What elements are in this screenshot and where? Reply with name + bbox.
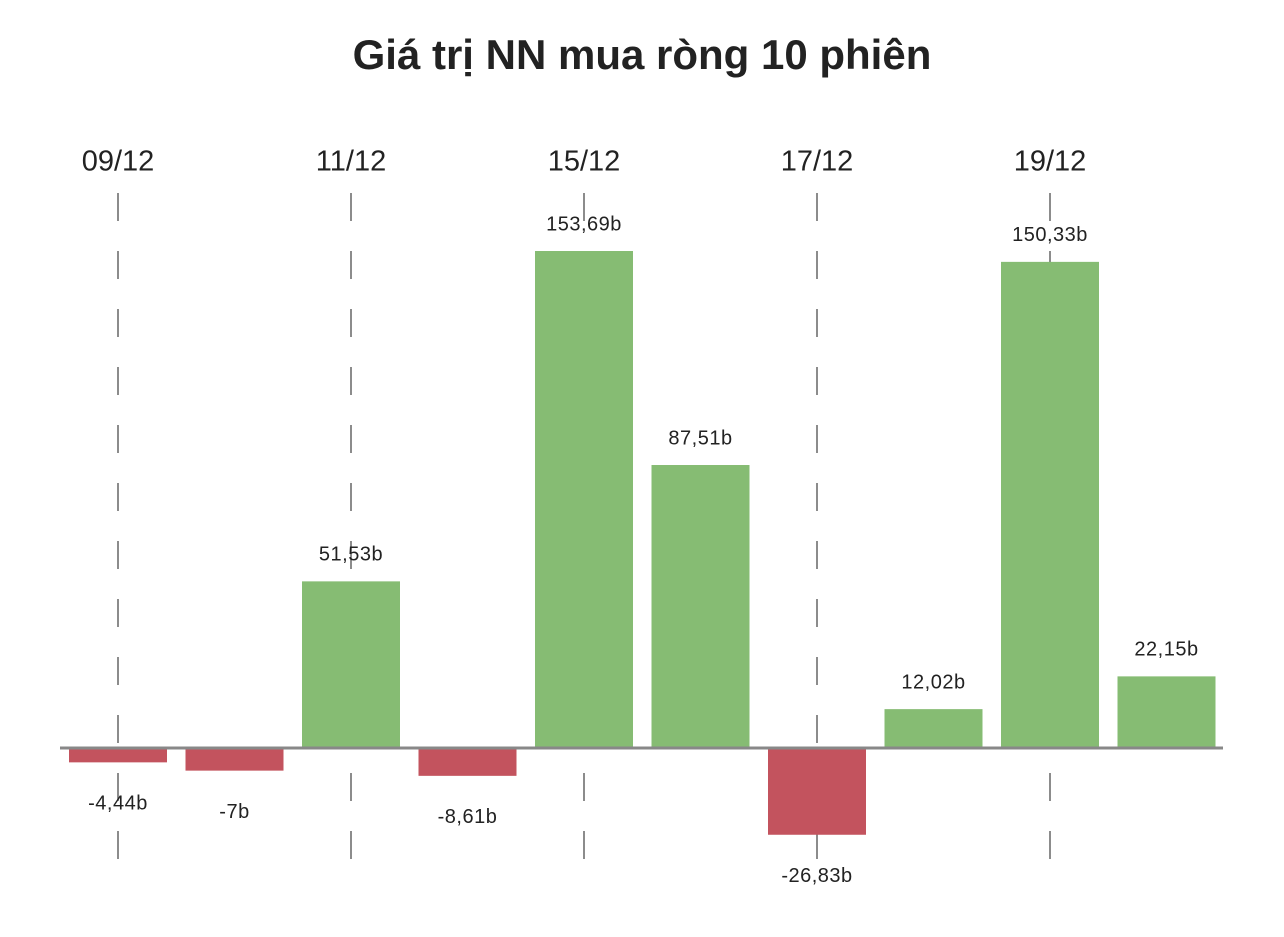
- value-label: 51,53b: [319, 544, 383, 566]
- bar: [69, 748, 167, 763]
- x-tick-label: 11/12: [316, 146, 386, 178]
- x-tick-label: 09/12: [82, 146, 155, 178]
- value-label: 22,15b: [1134, 639, 1198, 661]
- bar: [1001, 261, 1099, 748]
- bar: [535, 251, 633, 748]
- x-tick-label: 17/12: [781, 146, 854, 178]
- value-label: -8,61b: [438, 806, 498, 828]
- value-label: -26,83b: [781, 865, 852, 887]
- value-label: -7b: [219, 801, 249, 823]
- value-label: 150,33b: [1012, 224, 1088, 246]
- bar: [185, 748, 284, 771]
- value-label: -4,44b: [88, 793, 148, 815]
- x-tick-label: 19/12: [1014, 146, 1087, 178]
- bar: [302, 581, 400, 748]
- value-label: 12,02b: [901, 671, 965, 693]
- bar: [768, 748, 866, 835]
- value-label: 153,69b: [546, 213, 622, 235]
- x-tick-label: 15/12: [548, 146, 621, 178]
- value-label: 87,51b: [668, 427, 732, 449]
- chart-title: Giá trị NN mua ròng 10 phiên: [353, 31, 932, 78]
- bar: [418, 748, 517, 776]
- bar: [884, 709, 983, 748]
- bar: [1117, 676, 1216, 748]
- bar: [651, 465, 750, 748]
